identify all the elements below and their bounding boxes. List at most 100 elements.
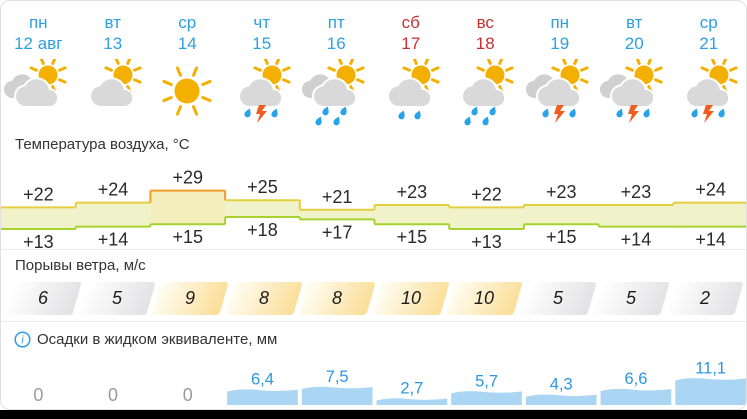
temp-band-segment: [75, 202, 151, 227]
weather-icons-row: [1, 56, 746, 129]
svg-text:i: i: [21, 334, 24, 346]
temp-band-segment: [1, 207, 76, 229]
temp-min-value: +15: [172, 227, 203, 247]
wind-gust-cell: 2: [665, 282, 743, 315]
day-abbr: пн: [550, 13, 570, 32]
temp-max-value: +25: [247, 177, 278, 197]
temp-min-value: +18: [247, 220, 278, 240]
day-abbr: вс: [476, 13, 494, 32]
weather-forecast-widget: пн 12 авг вт 13 ср 14 чт 15 пт 16 сб 17 вс 18 пн 19 вт 20…: [0, 0, 747, 410]
temp-max-value: +22: [471, 184, 502, 204]
weather-icon-sun-cloud-light-rain: [374, 58, 448, 127]
day-date: 17: [401, 34, 421, 53]
day-date: 21: [699, 34, 719, 53]
precip-value-zero: 0: [108, 385, 118, 405]
day-abbr: сб: [401, 13, 420, 32]
precip-bar: [675, 378, 746, 405]
temperature-band-chart: +22 +13 +24 +14 +29 +15 +25 +18 +21 +17 +23 +15 +22 +…: [1, 168, 746, 251]
day-column-header[interactable]: вс 18: [448, 12, 523, 56]
day-abbr: ср: [178, 13, 197, 32]
day-abbr: чт: [253, 13, 271, 32]
temp-band-segment: [598, 205, 674, 227]
wind-gust-value: 2: [699, 288, 710, 308]
bottom-black-bar: [0, 410, 747, 419]
day-date: 14: [177, 34, 197, 53]
day-column-header[interactable]: ср 21: [672, 12, 747, 56]
day-column-header[interactable]: пн 19: [523, 12, 598, 56]
precip-value: 6,4: [251, 371, 274, 389]
temp-max-value: +22: [23, 184, 54, 204]
wind-gusts-row: 6 5 9 8 8 10 10 5 5 2: [1, 282, 746, 318]
temp-max-value: +23: [397, 182, 428, 202]
precip-bar: [600, 388, 672, 405]
temperature-section-label: Температура воздуха, °C: [15, 136, 190, 153]
temp-band-segment: [150, 190, 226, 225]
temp-band-segment: [225, 200, 300, 217]
precip-value: 5,7: [475, 372, 498, 390]
precip-value: 4,3: [550, 376, 573, 394]
wind-gust-value: 5: [111, 288, 122, 308]
temp-band-segment: [299, 209, 375, 220]
precipitation-bar-chart: 0 0 0 6,4 7,5 2,7 5,7 4,3 6,6 11,1: [33, 359, 746, 405]
temp-band-segment: [523, 205, 599, 225]
precip-bar: [376, 398, 448, 405]
temp-min-value: +15: [546, 227, 577, 247]
temp-band-segment: [673, 202, 746, 227]
precip-value-zero: 0: [183, 385, 193, 405]
wind-gust-cell: 9: [151, 282, 229, 315]
precip-value: 6,6: [624, 370, 647, 388]
temp-max-value: +23: [546, 182, 577, 202]
wind-gust-value: 10: [473, 288, 494, 308]
temp-max-value: +21: [322, 187, 353, 207]
day-abbr: вт: [626, 13, 643, 32]
day-column-header[interactable]: пт 16: [299, 12, 374, 56]
info-icon[interactable]: i: [14, 331, 31, 348]
day-column-header[interactable]: сб 17: [374, 12, 449, 56]
wind-gust-value: 10: [400, 288, 421, 308]
precip-bar: [227, 389, 298, 405]
wind-gust-value: 8: [331, 288, 342, 308]
precip-value-zero: 0: [33, 385, 43, 405]
wind-gust-cell: 10: [445, 282, 523, 315]
precipitation-section-label: Осадки в жидком эквиваленте, мм: [37, 331, 278, 348]
temp-band-segment: [449, 207, 524, 229]
wind-gust-value: 5: [552, 288, 563, 308]
weather-icon-sun-behind-cloud: [76, 58, 150, 127]
day-column-header[interactable]: ср 14: [150, 12, 225, 56]
precip-bar: [301, 386, 373, 405]
day-date: 15: [252, 34, 272, 53]
wind-gust-cell: 5: [77, 282, 155, 315]
wind-gust-cell: 5: [592, 282, 670, 315]
weather-icon-sun-cloud-rain: [448, 58, 522, 127]
temp-min-value: +13: [23, 232, 54, 251]
day-date: 19: [550, 34, 570, 53]
wind-gust-cell: 5: [518, 282, 596, 315]
temp-min-value: +14: [695, 230, 726, 250]
temp-min-value: +15: [397, 227, 428, 247]
day-date: 16: [326, 34, 346, 53]
temp-max-value: +24: [98, 180, 129, 200]
temp-min-value: +14: [621, 230, 652, 250]
precip-value: 2,7: [400, 380, 423, 398]
day-column-header[interactable]: чт 15: [225, 12, 300, 56]
day-column-header[interactable]: пн 12 авг: [1, 12, 76, 56]
day-column-header[interactable]: вт 20: [597, 12, 672, 56]
wind-gust-value: 6: [37, 288, 48, 308]
wind-gust-value: 5: [625, 288, 636, 308]
precip-value: 7,5: [326, 368, 349, 386]
wind-gust-cell: 6: [4, 282, 82, 315]
wind-gust-cell: 8: [298, 282, 376, 315]
day-column-header[interactable]: вт 13: [76, 12, 151, 56]
weather-icon-sun: [150, 59, 224, 127]
wind-gust-value: 9: [184, 288, 195, 308]
temp-min-value: +13: [471, 232, 502, 251]
temp-min-value: +17: [322, 222, 353, 242]
temperature-section: Температура воздуха, °C +22 +13 +24 +14 +29 +…: [1, 129, 746, 251]
day-date: 13: [103, 34, 123, 53]
wind-gust-value: 8: [258, 288, 269, 308]
wind-section: Порывы ветра, м/с 6 5 9 8 8 10 10 5 5 2: [1, 249, 746, 321]
precip-bar: [525, 394, 597, 405]
precip-value: 11,1: [695, 359, 726, 377]
precipitation-section: i Осадки в жидком эквиваленте, мм 0 0 0 6,4…: [1, 321, 746, 409]
temp-band-segment: [374, 205, 450, 225]
